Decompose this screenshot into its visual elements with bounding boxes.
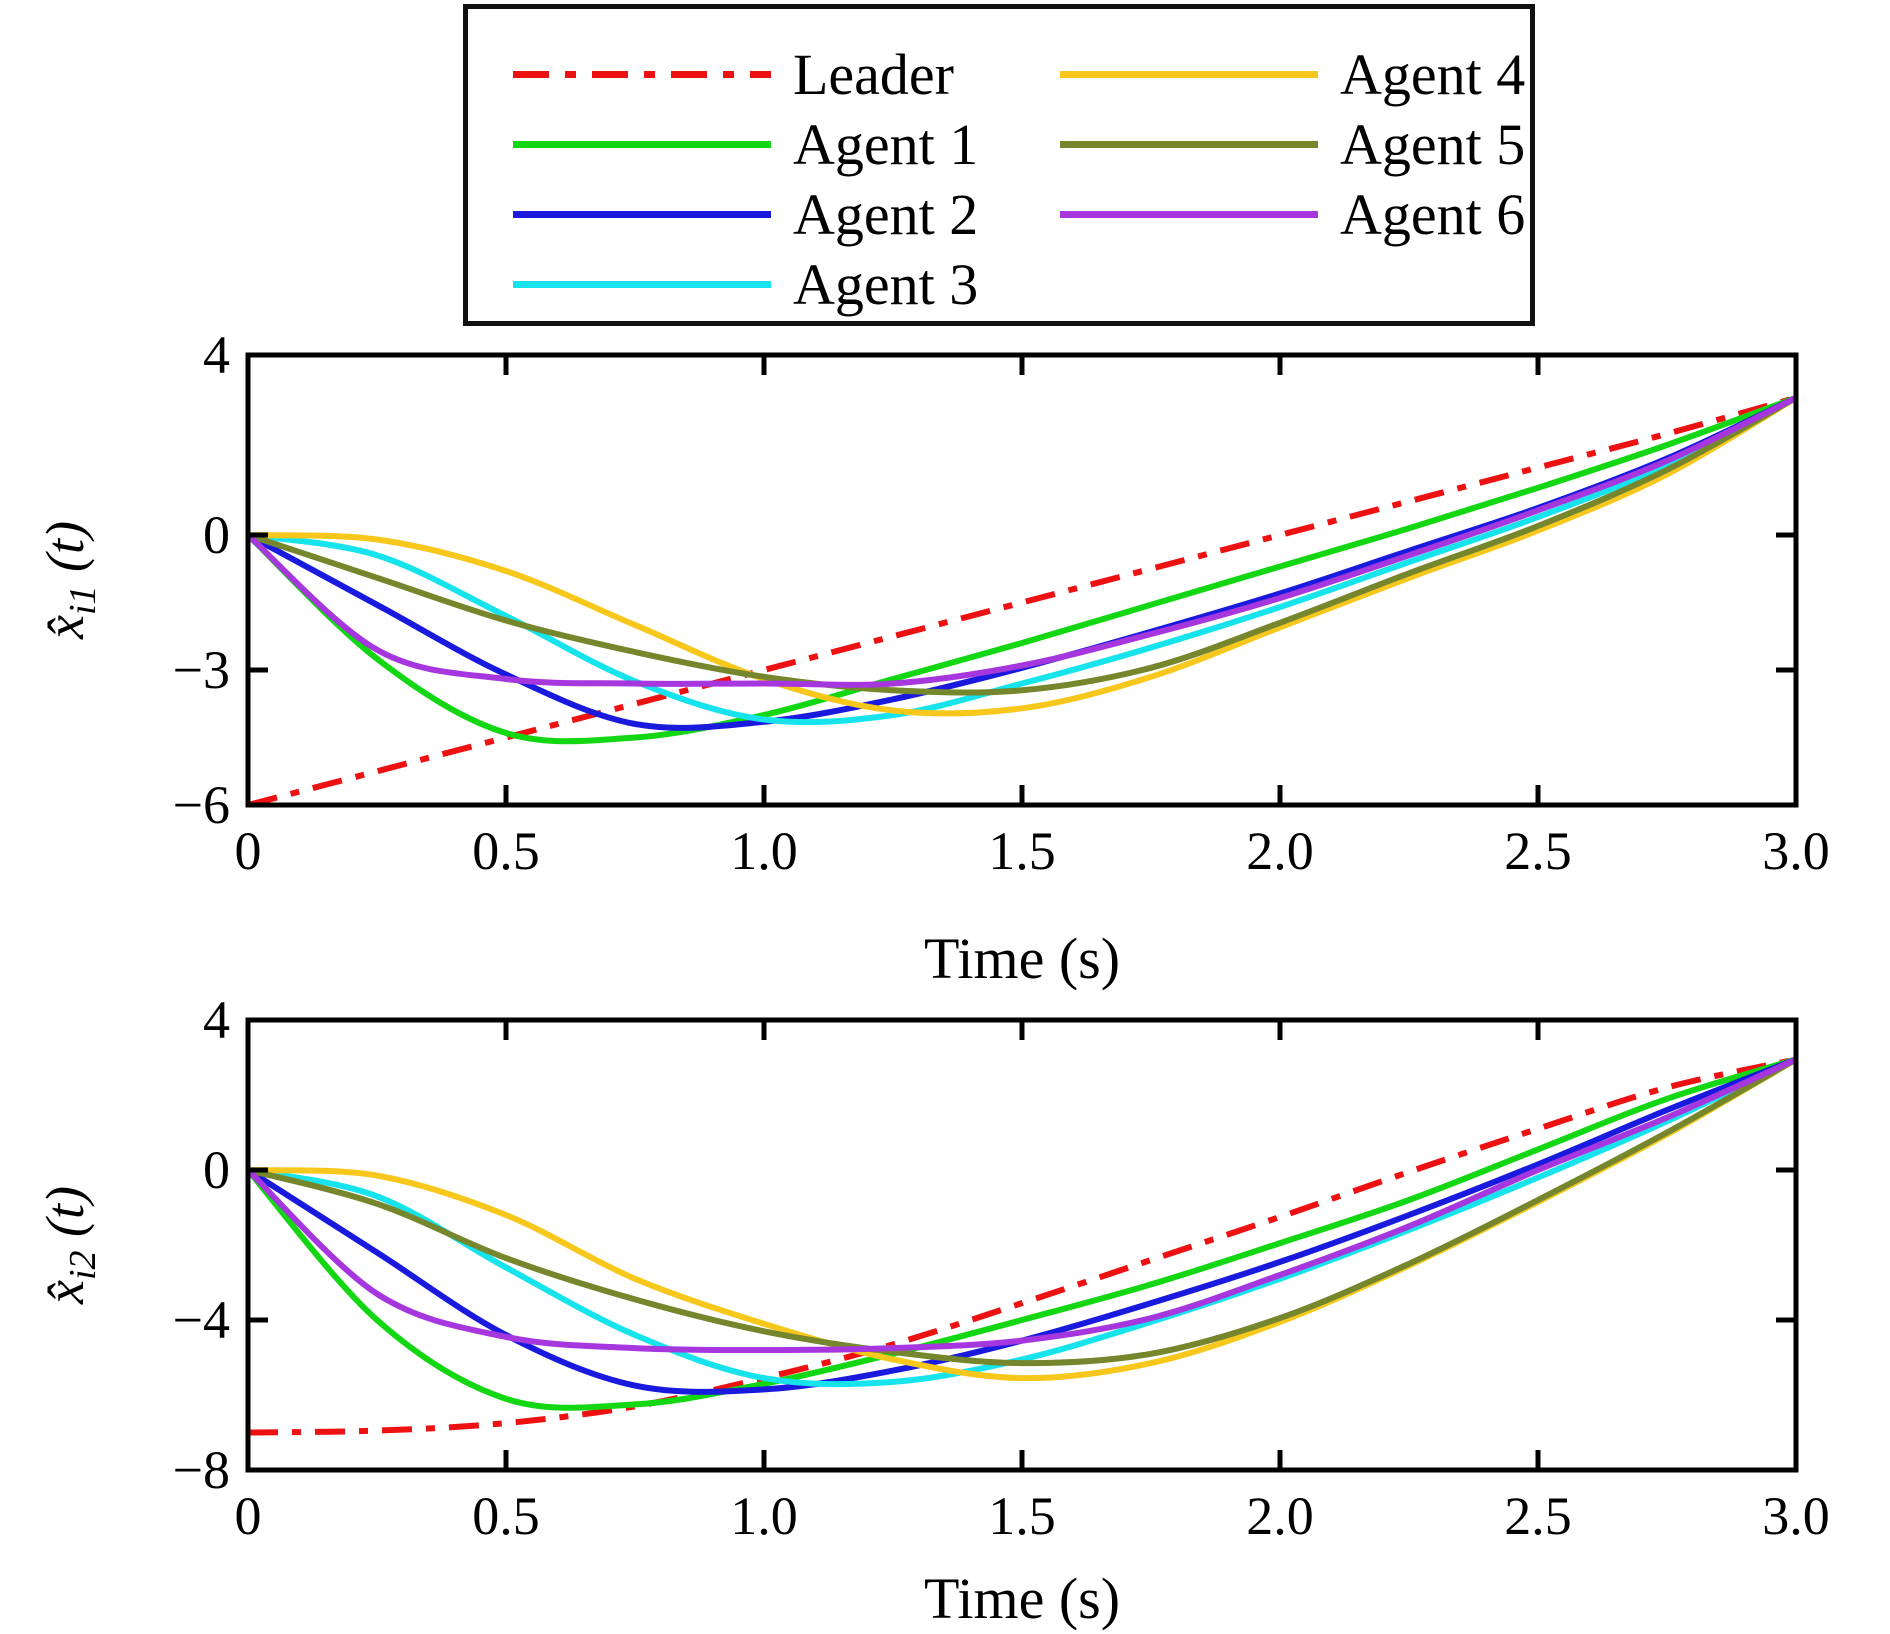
- legend-line-agent-1: [513, 140, 771, 148]
- plot1-xtick-2.0: 2.0: [1246, 821, 1314, 881]
- legend-label-leader: Leader: [793, 41, 954, 107]
- plot2-series-agent-1: [246, 1056, 1797, 1411]
- plot1-ticks: [248, 355, 1796, 805]
- legend-box: Leader Agent 1 Agent 2 Agent 3 Agent 4 Agent…: [463, 4, 1535, 326]
- plot2-series-leader: [247, 1056, 1797, 1436]
- plot1-xtick-0.5: 0.5: [472, 821, 540, 881]
- plot1-frame: [245, 352, 1799, 808]
- plot2-xtick-1.5: 1.5: [988, 1486, 1056, 1546]
- legend-item-agent-4: Agent 4: [1060, 39, 1525, 109]
- plot1-xtick-1.0: 1.0: [730, 821, 798, 881]
- plot2-ytick-−8: −8: [172, 1440, 230, 1500]
- legend-line-agent-3: [513, 280, 771, 288]
- plot2-series-agent-6: [246, 1056, 1798, 1354]
- legend-line-agent-6: [1060, 210, 1318, 218]
- legend-label-agent-4: Agent 4: [1340, 41, 1526, 107]
- legend-label-agent-2: Agent 2: [793, 181, 979, 247]
- plot2-xtick-2.5: 2.5: [1504, 1486, 1572, 1546]
- legend-item-agent-3: Agent 3: [513, 249, 978, 319]
- plot1-xtick-0: 0: [234, 821, 262, 881]
- legend-line-agent-2: [513, 210, 771, 218]
- plot2-xtick-3.0: 3.0: [1762, 1486, 1830, 1546]
- legend-line-agent-4: [1060, 70, 1318, 78]
- plot2-ticks: [248, 1020, 1796, 1470]
- plot1-series-agent-6: [246, 395, 1798, 688]
- plot1-x-axis-label: Time (s): [923, 926, 1121, 991]
- plot2-series-group: [246, 1056, 1798, 1436]
- plot2-xtick-0.5: 0.5: [472, 1486, 540, 1546]
- plot2-y-axis-label: x̂i2 (t): [33, 1075, 104, 1415]
- legend-item-agent-5: Agent 5: [1060, 109, 1525, 179]
- plot1-ytick-0: 0: [203, 505, 230, 565]
- plot1-series-agent-1: [246, 394, 1798, 745]
- plot2-series-agent-3: [247, 1056, 1798, 1388]
- plot1-xtick-3.0: 3.0: [1762, 821, 1830, 881]
- legend-item-leader: Leader: [513, 39, 954, 109]
- plot1-ytick-−3: −3: [172, 640, 230, 700]
- plot1-ytick-−6: −6: [172, 775, 230, 835]
- plot1-series-agent-4: [247, 395, 1798, 717]
- plot1-series-agent-5: [247, 395, 1798, 696]
- legend-item-agent-6: Agent 6: [1060, 179, 1525, 249]
- plot2-series-agent-5: [247, 1056, 1798, 1367]
- plot2-xtick-2.0: 2.0: [1246, 1486, 1314, 1546]
- plot2-ytick-−4: −4: [172, 1290, 230, 1350]
- legend-line-leader: [513, 70, 771, 78]
- plot1-ytick-4: 4: [203, 325, 230, 385]
- plot2-ytick-4: 4: [203, 990, 230, 1050]
- plot1-xtick-1.5: 1.5: [988, 821, 1056, 881]
- plot1-ylabel-main: x̂: [35, 615, 95, 639]
- plot1-series-agent-3: [247, 395, 1798, 726]
- plot1-series-group: [246, 394, 1798, 807]
- plot2-ytick-0: 0: [203, 1140, 230, 1200]
- plot2-x-axis-label: Time (s): [923, 1566, 1121, 1631]
- plot1-ylabel-sub: i1: [61, 585, 104, 616]
- plot1-xtick-2.5: 2.5: [1504, 821, 1572, 881]
- legend-label-agent-6: Agent 6: [1340, 181, 1526, 247]
- legend-label-agent-5: Agent 5: [1340, 111, 1526, 177]
- legend-line-agent-5: [1060, 140, 1318, 148]
- plot2-xtick-1.0: 1.0: [730, 1486, 798, 1546]
- plot2-xtick-0: 0: [234, 1486, 262, 1546]
- plot2-ylabel-sub: i2: [61, 1250, 104, 1281]
- legend-label-agent-3: Agent 3: [793, 251, 979, 317]
- legend-item-agent-1: Agent 1: [513, 109, 978, 179]
- legend-item-agent-2: Agent 2: [513, 179, 978, 249]
- legend-label-agent-1: Agent 1: [793, 111, 979, 177]
